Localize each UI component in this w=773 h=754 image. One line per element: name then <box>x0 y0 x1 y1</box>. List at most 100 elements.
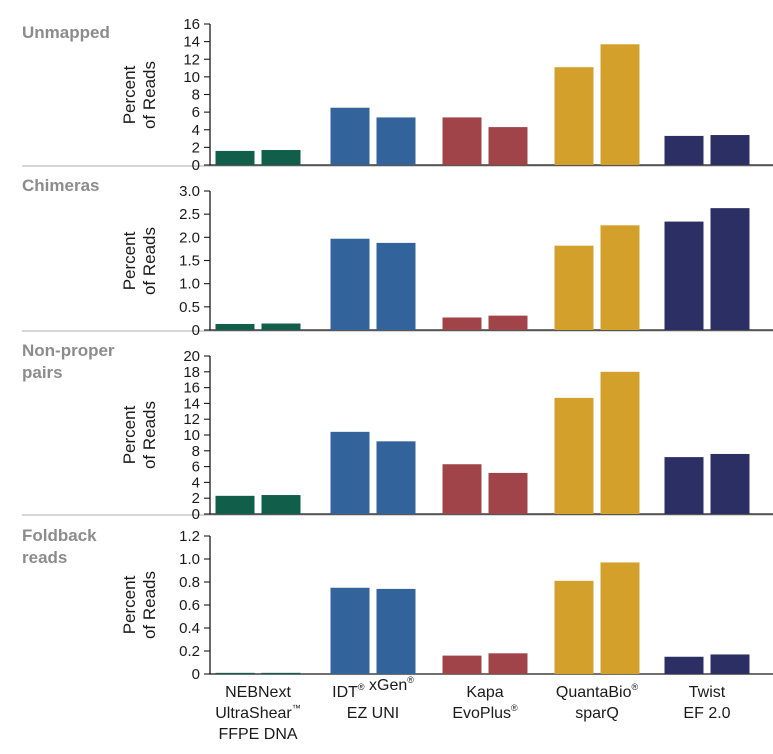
bar <box>376 242 416 330</box>
y-tick-label: 0.5 <box>179 299 200 316</box>
y-tick-label: 16 <box>183 16 200 33</box>
bar <box>554 397 594 514</box>
y-tick-label: 10 <box>183 69 200 86</box>
y-tick-label: 10 <box>183 427 200 444</box>
bar <box>330 431 370 514</box>
y-tick-label: 0.6 <box>179 597 200 614</box>
y-axis-label: of Reads <box>140 61 159 129</box>
bar <box>215 672 255 674</box>
bar <box>554 67 594 165</box>
y-tick-label: 20 <box>183 348 200 365</box>
y-tick-label: 8 <box>192 87 200 104</box>
bar <box>330 587 370 674</box>
bar <box>261 150 301 165</box>
y-tick-label: 0 <box>192 666 200 683</box>
x-category-label: UltraShear™ <box>215 703 300 722</box>
y-tick-label: 0 <box>192 157 200 174</box>
x-category-label: EF 2.0 <box>683 705 730 722</box>
bar <box>710 453 750 514</box>
y-tick-label: 0.4 <box>179 620 200 637</box>
x-category-label: FFPE DNA <box>218 726 297 743</box>
bar <box>554 245 594 330</box>
bar <box>710 654 750 674</box>
bar <box>664 457 704 514</box>
bar <box>488 127 528 165</box>
bar <box>330 238 370 330</box>
panel-chimeras: Chimeras Percent of Reads 0 0.5 1.0 1.5 2.0 2.5 3… <box>22 176 773 339</box>
y-tick-label: 1.0 <box>179 276 200 293</box>
y-axis-label: Percent <box>120 405 139 464</box>
bar <box>664 221 704 330</box>
x-category-label: Kapa <box>466 684 503 701</box>
bar <box>215 150 255 165</box>
bar <box>376 588 416 674</box>
x-category-label: EvoPlus® <box>452 703 518 722</box>
bar <box>261 495 301 514</box>
y-tick-label: 12 <box>183 51 200 68</box>
bar <box>710 135 750 165</box>
y-axis-label: Percent <box>120 575 139 634</box>
y-tick-label: 0 <box>192 506 200 523</box>
y-tick-label: 2 <box>192 490 200 507</box>
y-tick-label: 0.8 <box>179 574 200 591</box>
y-tick-label: 2 <box>192 139 200 156</box>
panel-foldback-reads: Foldback reads Percent of Reads 0 0.2 0.4 0.6 0.… <box>22 526 773 683</box>
y-axis-label: of Reads <box>140 227 159 295</box>
x-category-label: sparQ <box>575 705 619 722</box>
bar <box>600 371 640 514</box>
x-category-label: NEBNext <box>225 684 291 701</box>
x-category-label: EZ UNI <box>347 705 399 722</box>
panel-title: Non-proper <box>22 341 115 360</box>
bar <box>488 653 528 674</box>
y-tick-label: 6 <box>192 459 200 476</box>
y-tick-label: 2.0 <box>179 229 200 246</box>
x-category-label: Twist <box>689 684 726 701</box>
y-tick-label: 3.0 <box>179 183 200 200</box>
y-tick-label: 0 <box>192 322 200 339</box>
bar <box>664 656 704 674</box>
bar <box>261 672 301 674</box>
bar <box>442 317 482 330</box>
bar <box>664 135 704 165</box>
panel-title: Foldback <box>22 526 97 545</box>
y-tick-label: 4 <box>192 474 200 491</box>
bar <box>376 117 416 165</box>
x-category-label: QuantaBio® <box>556 682 639 701</box>
bar <box>488 472 528 514</box>
y-tick-label: 14 <box>183 395 200 412</box>
y-tick-label: 4 <box>192 122 200 139</box>
y-tick-label: 18 <box>183 364 200 381</box>
y-tick-label: 1.5 <box>179 253 200 270</box>
panel-title: pairs <box>22 363 63 382</box>
bar <box>488 315 528 330</box>
y-tick-label: 6 <box>192 104 200 121</box>
bar <box>442 655 482 674</box>
bar <box>600 562 640 674</box>
bar <box>376 441 416 514</box>
y-tick-label: 1.0 <box>179 551 200 568</box>
panel-title: reads <box>22 548 67 567</box>
bar <box>215 495 255 514</box>
panel-title: Unmapped <box>22 23 110 42</box>
bar <box>554 580 594 674</box>
bar <box>600 44 640 165</box>
bar <box>330 107 370 165</box>
bar <box>442 117 482 165</box>
y-tick-label: 2.5 <box>179 206 200 223</box>
bar <box>600 225 640 330</box>
y-axis-label: of Reads <box>140 571 159 639</box>
y-tick-label: 0.2 <box>179 643 200 660</box>
y-axis-label: of Reads <box>140 401 159 469</box>
y-axis-label: Percent <box>120 65 139 124</box>
y-tick-label: 1.2 <box>179 528 200 545</box>
bar <box>442 464 482 514</box>
y-tick-label: 14 <box>183 34 200 51</box>
y-tick-label: 12 <box>183 411 200 428</box>
bar <box>215 323 255 330</box>
y-tick-label: 8 <box>192 443 200 460</box>
x-category-label: IDT® xGen® <box>332 675 414 701</box>
bar <box>710 208 750 330</box>
